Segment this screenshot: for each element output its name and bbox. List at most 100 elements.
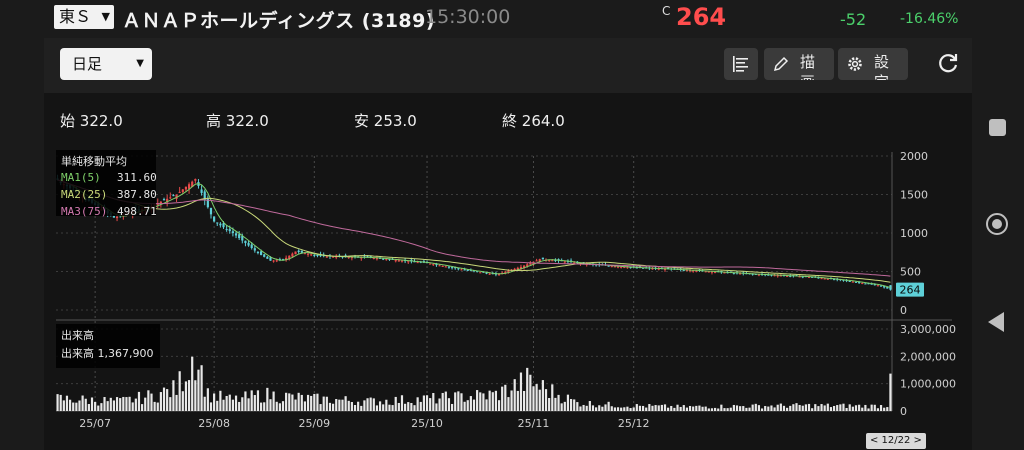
- candle: [767, 274, 770, 276]
- volume-bar: [760, 408, 764, 411]
- list-icon: [733, 56, 748, 72]
- volume-bar: [407, 402, 410, 411]
- cursor-date-badge[interactable]: < 12/22 >: [866, 433, 926, 449]
- volume-bar: [739, 406, 742, 411]
- volume-bar: [175, 394, 178, 411]
- candle: [454, 267, 457, 269]
- volume-bar: [385, 399, 388, 411]
- candle: [501, 272, 504, 274]
- volume-bar: [394, 396, 397, 411]
- candle: [629, 267, 632, 269]
- stock-time: 15:30:00: [425, 6, 511, 28]
- volume-bar: [59, 394, 62, 411]
- candle: [360, 257, 363, 259]
- candle: [497, 273, 501, 276]
- candle: [641, 267, 645, 269]
- volume-bar: [782, 405, 786, 411]
- candle: [332, 256, 335, 258]
- volume-bar: [861, 407, 864, 411]
- volume-bar: [485, 399, 488, 411]
- candle: [854, 281, 858, 283]
- home-icon[interactable]: [986, 213, 1008, 235]
- candle: [786, 275, 789, 277]
- market-select[interactable]: 東Ｓ ▼: [54, 5, 114, 29]
- volume-bar: [166, 389, 169, 411]
- volume-bar: [873, 404, 876, 411]
- header-bar: 東Ｓ ▼ ＡＮＡＰホールディングス (3189) 15:30:00 C 264 …: [0, 0, 1024, 38]
- draw-button-label: 描画: [800, 53, 816, 80]
- volume-bar: [541, 380, 544, 411]
- settings-button[interactable]: 設定: [838, 48, 908, 80]
- candle: [732, 272, 735, 274]
- candle: [438, 265, 441, 267]
- volume-bar: [300, 394, 303, 411]
- volume-bar: [81, 395, 84, 411]
- volume-bar: [194, 380, 197, 411]
- candle: [801, 276, 804, 278]
- candle: [269, 257, 272, 261]
- candle: [288, 255, 291, 260]
- candle: [194, 179, 197, 181]
- candle: [488, 273, 491, 275]
- candle: [485, 272, 488, 274]
- candle: [216, 222, 219, 224]
- volume-bar: [397, 402, 400, 411]
- volume-bar: [231, 399, 235, 411]
- candle: [281, 259, 285, 261]
- recent-apps-icon[interactable]: [989, 119, 1006, 136]
- period-select[interactable]: 日足 ▼: [60, 48, 152, 80]
- volume-bar: [526, 367, 529, 411]
- volume-legend-row: 出来高 1,367,900: [61, 347, 154, 360]
- volume-bar: [638, 405, 642, 411]
- volume-bar: [544, 389, 548, 411]
- volume-bar: [313, 393, 316, 411]
- back-icon[interactable]: [988, 312, 1004, 332]
- volume-bar: [673, 407, 676, 411]
- volume-bar: [832, 405, 836, 411]
- volume-bar: [68, 399, 72, 411]
- volume-bar: [529, 374, 532, 411]
- volume-bar: [184, 381, 188, 411]
- volume-bar: [776, 404, 779, 411]
- chevron-down-icon: ▼: [101, 10, 110, 23]
- volume-bar: [598, 405, 601, 411]
- candle: [187, 184, 191, 189]
- volume-bar: [225, 395, 228, 411]
- volume-bar: [159, 392, 162, 411]
- candle: [811, 276, 814, 278]
- candle: [200, 189, 203, 193]
- candle: [294, 251, 297, 255]
- date-axis-tick: 25/12: [618, 417, 650, 430]
- indicator-list-button[interactable]: [724, 48, 758, 80]
- chart-toolbar: 日足 ▼ 描画 設定: [44, 38, 972, 93]
- volume-bar: [807, 403, 811, 411]
- close-price: 終 264.0: [502, 112, 565, 130]
- candle: [554, 260, 557, 262]
- volume-bar: [213, 393, 216, 411]
- volume-bar: [507, 397, 510, 411]
- candle: [651, 268, 654, 270]
- volume-bar: [751, 404, 754, 411]
- volume-bar: [770, 405, 773, 411]
- volume-bar: [538, 389, 541, 411]
- volume-bar: [466, 400, 469, 411]
- volume-bar: [444, 391, 447, 411]
- volume-bar: [879, 405, 883, 411]
- volume-bar: [654, 405, 657, 411]
- refresh-icon[interactable]: [934, 50, 962, 78]
- high-price: 高 322.0: [206, 112, 269, 130]
- volume-bar: [457, 391, 460, 411]
- candle: [820, 278, 823, 280]
- candle: [466, 269, 469, 271]
- volume-bar: [479, 392, 482, 411]
- candle: [773, 275, 776, 277]
- volume-bar: [501, 386, 504, 411]
- volume-bar: [234, 395, 238, 411]
- draw-button[interactable]: 描画: [764, 48, 834, 80]
- volume-bar: [366, 398, 369, 411]
- stock-chart[interactable]: 2000 1500 1000 500 0 3,000,000 2,000,000 1,000,…: [44, 148, 972, 450]
- volume-bar: [713, 407, 717, 411]
- volume-axis-tick: 3,000,000: [900, 323, 956, 336]
- candle: [826, 278, 829, 280]
- pencil-icon: [773, 56, 789, 72]
